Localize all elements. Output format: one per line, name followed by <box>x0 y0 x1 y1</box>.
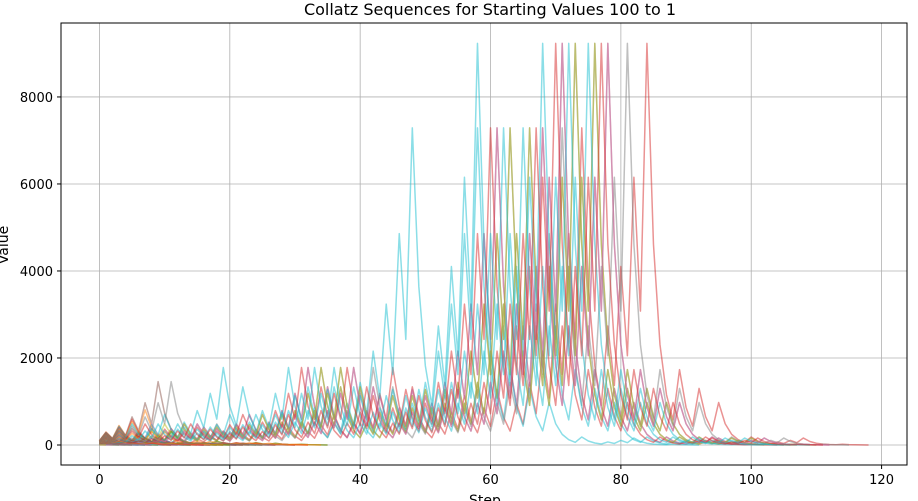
x-axis-label: Step <box>469 493 501 501</box>
series-line-start-91 <box>98 42 700 446</box>
y-tick-label: 4000 <box>20 265 53 280</box>
series-line-start-39 <box>99 431 322 446</box>
y-axis: 0 2000 4000 6000 8000 <box>20 91 61 454</box>
series-lines <box>98 42 869 446</box>
x-tick-label: 120 <box>869 473 894 488</box>
series-line-start-3 <box>99 443 146 446</box>
x-tick-label: 60 <box>482 473 499 488</box>
series-line-start-62 <box>99 42 797 446</box>
x-axis: 0 20 40 60 80 100 120 <box>95 465 894 488</box>
x-tick-label: 0 <box>95 473 103 488</box>
plot-frame <box>60 22 908 466</box>
x-tick-label: 100 <box>739 473 764 488</box>
x-tick-label: 80 <box>613 473 630 488</box>
chart-title: Collatz Sequences for Starting Values 10… <box>304 0 676 19</box>
x-tick-label: 20 <box>222 473 239 488</box>
y-tick-label: 6000 <box>20 178 53 193</box>
y-tick-label: 0 <box>45 439 53 454</box>
y-tick-label: 8000 <box>20 91 53 106</box>
y-axis-label: Value <box>0 226 12 264</box>
x-tick-label: 40 <box>352 473 369 488</box>
y-tick-label: 2000 <box>20 352 53 367</box>
series-line-start-27 <box>99 42 823 446</box>
